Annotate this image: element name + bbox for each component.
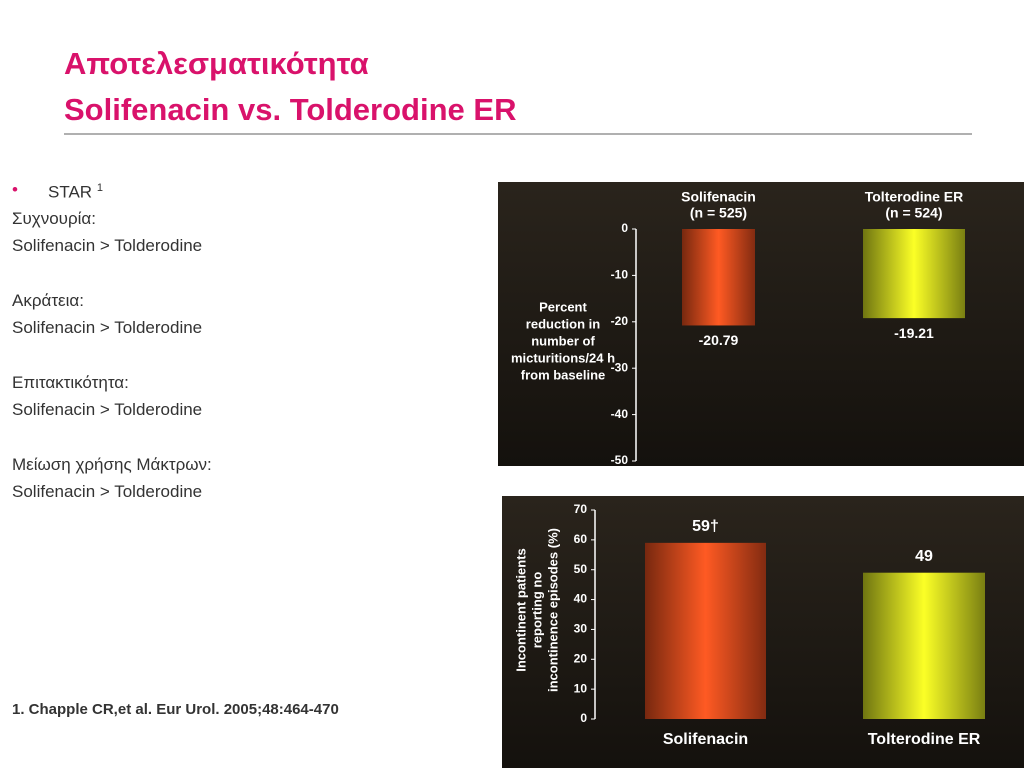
slide-title: Αποτελεσματικότητα [64, 46, 369, 81]
section-text: Solifenacin > Tolderodine [12, 318, 203, 337]
section-label: Ακράτεια: [12, 291, 84, 310]
value-label: 59† [692, 518, 719, 535]
value-label: 49 [915, 548, 933, 565]
y-tick-label: 10 [574, 681, 588, 695]
y-tick-label: -30 [611, 360, 629, 374]
y-tick-label: -10 [611, 268, 629, 282]
y-axis-label: Percent [539, 299, 587, 314]
y-axis-label: reduction in [526, 316, 600, 331]
bar [682, 229, 755, 326]
section-label: Επιτακτικότητα: [12, 373, 129, 392]
bullet-dot: • [12, 180, 18, 199]
section-label: Συχνουρία: [12, 209, 96, 228]
category-note: (n = 525) [690, 205, 747, 221]
y-tick-label: 40 [574, 592, 588, 606]
y-tick-label: 30 [574, 622, 588, 636]
bar [863, 572, 985, 719]
category-label: Solifenacin [681, 189, 756, 205]
y-tick-label: 50 [574, 562, 588, 576]
y-tick-label: -50 [611, 453, 629, 467]
y-axis-label: Incontinent patients [513, 548, 528, 672]
section-label: Μείωση χρήσης Μάκτρων: [12, 455, 212, 474]
bullet-text: STAR [48, 182, 93, 202]
footnote: 1. Chapple CR,et al. Eur Urol. 2005;48:4… [12, 701, 339, 718]
y-tick-label: 70 [574, 502, 588, 516]
y-tick-label: 0 [580, 711, 587, 725]
slide-subtitle: Solifenacin vs. Tolderodine ER [64, 92, 517, 127]
category-note: (n = 524) [885, 205, 942, 221]
bar [645, 542, 766, 719]
y-axis-label: incontinence episodes (%) [545, 528, 560, 692]
y-tick-label: -40 [611, 407, 629, 421]
category-label: Solifenacin [663, 731, 748, 748]
section-text: Solifenacin > Tolderodine [12, 400, 203, 419]
section-text: Solifenacin > Tolderodine [12, 482, 203, 501]
section-text: Solifenacin > Tolderodine [12, 236, 203, 255]
value-label: -19.21 [894, 325, 934, 341]
y-axis-label: micturitions/24 h [511, 350, 615, 365]
bullet: STAR 1 [48, 182, 103, 203]
y-tick-label: 0 [621, 221, 628, 235]
y-axis-label: number of [531, 333, 595, 348]
title-rule [64, 133, 972, 135]
y-tick-label: 20 [574, 651, 588, 665]
category-label: Tolterodine ER [865, 189, 964, 205]
y-tick-label: 60 [574, 532, 588, 546]
bar [863, 229, 965, 319]
y-axis-label: from baseline [521, 367, 606, 382]
bullet-ref: 1 [96, 182, 103, 194]
y-tick-label: -20 [611, 314, 629, 328]
value-label: -20.79 [699, 332, 739, 348]
y-axis-label: reporting no [529, 572, 544, 649]
category-label: Tolterodine ER [868, 731, 981, 748]
